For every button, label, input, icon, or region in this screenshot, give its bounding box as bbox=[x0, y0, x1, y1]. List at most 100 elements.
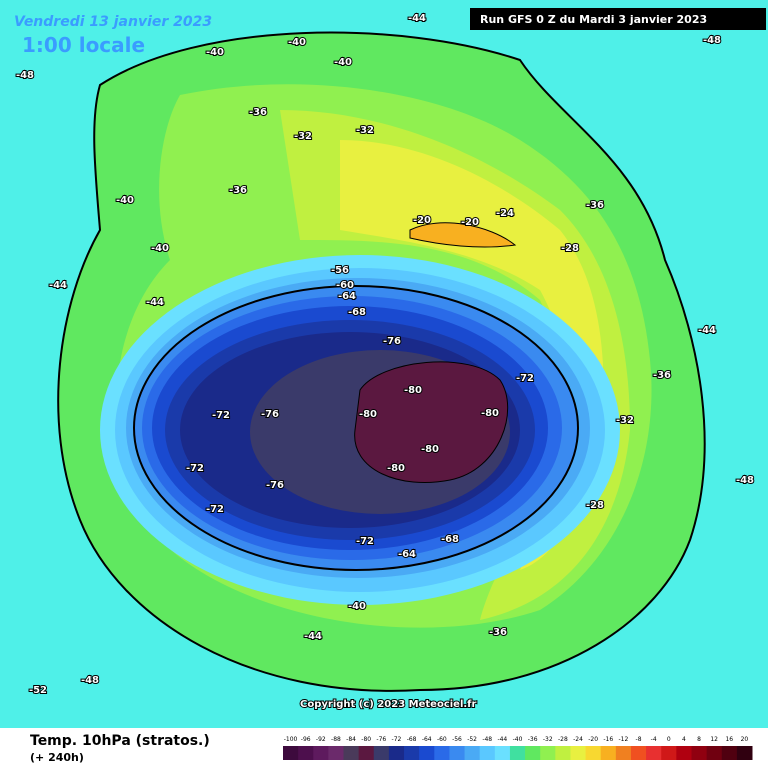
colorbar-swatch bbox=[404, 746, 420, 760]
contour-label: -44 bbox=[408, 13, 426, 24]
colorbar-swatch bbox=[434, 746, 450, 760]
contour-label: -44 bbox=[49, 280, 67, 291]
colorbar-swatch bbox=[313, 746, 329, 760]
contour-label: -36 bbox=[229, 185, 247, 196]
contour-label: -80 bbox=[481, 408, 499, 419]
contour-label: -64 bbox=[398, 549, 416, 560]
colorbar-swatch bbox=[373, 746, 390, 760]
copyright: Copyright (c) 2023 Meteociel.fr bbox=[300, 699, 477, 710]
contour-label: -40 bbox=[206, 47, 224, 58]
colorbar-label: -60 bbox=[437, 736, 447, 743]
colorbar-swatch bbox=[585, 746, 602, 760]
colorbar-swatch bbox=[600, 746, 617, 760]
colorbar-swatch bbox=[449, 746, 466, 760]
colorbar-label: -100 bbox=[284, 736, 298, 743]
colorbar-swatch bbox=[298, 746, 314, 760]
colorbar-swatch bbox=[570, 746, 587, 760]
contour-label: -44 bbox=[698, 325, 716, 336]
colorbar-label: -52 bbox=[467, 736, 477, 743]
contour-label: -80 bbox=[387, 463, 405, 474]
colorbar-swatch bbox=[494, 746, 511, 760]
colorbar-swatch bbox=[691, 746, 708, 760]
contour-label: -40 bbox=[151, 243, 169, 254]
contour-label: -72 bbox=[206, 504, 224, 515]
contour-label: -76 bbox=[383, 336, 401, 347]
contour-label: -64 bbox=[338, 291, 356, 302]
footer-lead: (+ 240h) bbox=[30, 751, 84, 764]
contour-label: -72 bbox=[212, 410, 230, 421]
colorbar-swatch bbox=[509, 746, 526, 760]
colorbar-swatch bbox=[479, 746, 496, 760]
map-fill bbox=[0, 0, 768, 728]
colorbar-swatch bbox=[283, 746, 299, 760]
colorbar-label: 4 bbox=[682, 736, 686, 743]
colorbar-label: -76 bbox=[376, 736, 386, 743]
colorbar-label: -80 bbox=[361, 736, 371, 743]
contour-label: -60 bbox=[336, 280, 354, 291]
colorbar-swatch bbox=[328, 746, 345, 760]
colorbar-swatch bbox=[555, 746, 571, 760]
colorbar-label: -44 bbox=[497, 736, 507, 743]
contour-label: -28 bbox=[561, 243, 579, 254]
colorbar-label: 12 bbox=[710, 736, 718, 743]
contour-label: -48 bbox=[703, 35, 721, 46]
colorbar-label: -84 bbox=[346, 736, 356, 743]
colorbar-swatch bbox=[343, 746, 360, 760]
contour-label: -40 bbox=[116, 195, 134, 206]
colorbar-label: 0 bbox=[667, 736, 671, 743]
contour-label: -32 bbox=[356, 125, 374, 136]
colorbar-label: -56 bbox=[452, 736, 462, 743]
colorbar-label: -20 bbox=[588, 736, 598, 743]
contour-label: -40 bbox=[288, 37, 306, 48]
colorbar-label: -48 bbox=[482, 736, 492, 743]
colorbar-label: -28 bbox=[558, 736, 568, 743]
colorbar-label: -92 bbox=[316, 736, 326, 743]
colorbar-swatch bbox=[464, 746, 481, 760]
contour-label: -32 bbox=[616, 415, 634, 426]
colorbar-label: -12 bbox=[618, 736, 628, 743]
colorbar-label: 20 bbox=[741, 736, 749, 743]
colorbar-swatch bbox=[676, 746, 692, 760]
contour-label: -72 bbox=[516, 373, 534, 384]
contour-label: -32 bbox=[294, 131, 312, 142]
contour-label: -68 bbox=[441, 534, 459, 545]
run: Run GFS 0 Z du Mardi 3 janvier 2023 bbox=[480, 13, 707, 26]
contour-label: -72 bbox=[356, 536, 374, 547]
colorbar-swatch bbox=[358, 746, 375, 760]
contour-labels: -40 -40 -40 -44 -48 -36 -32 -32 -36 -40 -40 -20 -20 -… bbox=[15, 12, 755, 697]
date: Vendredi 13 janvier 2023 bbox=[14, 14, 212, 30]
colorbar-swatch bbox=[721, 746, 738, 760]
colorbar-swatch bbox=[661, 746, 677, 760]
colorbar-swatch bbox=[630, 746, 647, 760]
contour-label: -68 bbox=[348, 307, 366, 318]
contour-label: -44 bbox=[304, 631, 322, 642]
contour-label: -28 bbox=[586, 500, 604, 511]
colorbar-swatch bbox=[646, 746, 662, 760]
colorbar-label: -72 bbox=[392, 736, 402, 743]
contour-label: -56 bbox=[331, 265, 349, 276]
colorbar-swatch bbox=[540, 746, 556, 760]
contour-label: -52 bbox=[29, 685, 47, 696]
colorbar: -100 -96 -92 -88 -84 -80 -76 -72 -68 -64 -60 -56 -52… bbox=[283, 736, 753, 760]
colorbar-label: -24 bbox=[573, 736, 583, 743]
colorbar-label: -32 bbox=[543, 736, 553, 743]
contour-label: -36 bbox=[249, 107, 267, 118]
contour-label: -20 bbox=[461, 217, 479, 228]
colorbar-label: -4 bbox=[651, 736, 657, 743]
contour-label: -24 bbox=[496, 208, 514, 219]
contour-label: -76 bbox=[266, 480, 284, 491]
contour-label: -48 bbox=[736, 475, 754, 486]
contour-label: -48 bbox=[16, 70, 34, 81]
contour-label: -80 bbox=[421, 444, 439, 455]
contour-label: -76 bbox=[261, 409, 279, 420]
colorbar-label: -64 bbox=[422, 736, 432, 743]
colorbar-label: -40 bbox=[513, 736, 523, 743]
colorbar-label: -16 bbox=[603, 736, 613, 743]
contour-label: -36 bbox=[586, 200, 604, 211]
contour-label: -40 bbox=[348, 601, 366, 612]
colorbar-swatch bbox=[736, 746, 753, 760]
colorbar-label: -96 bbox=[301, 736, 311, 743]
contour-label: -36 bbox=[489, 627, 507, 638]
contour-label: -20 bbox=[413, 215, 431, 226]
